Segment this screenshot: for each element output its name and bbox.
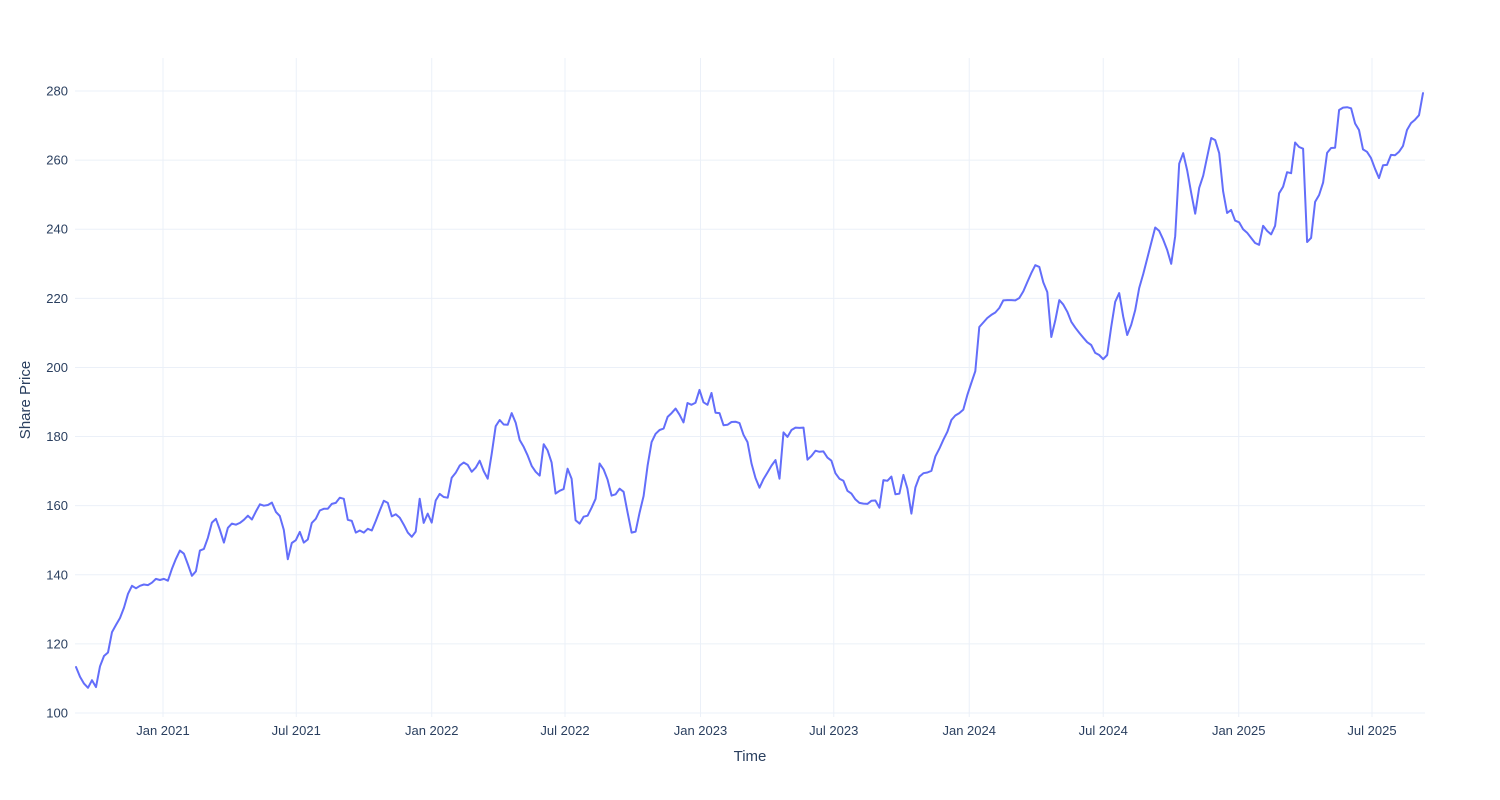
y-tick-label: 200	[46, 360, 68, 375]
y-tick-label: 100	[46, 706, 68, 721]
x-axis-title: Time	[734, 748, 767, 765]
y-tick-label: 220	[46, 291, 68, 306]
x-axis-tick-labels: Jan 2021 Jul 2021 Jan 2022 Jul 2022 Jan 2023…	[136, 723, 1396, 738]
y-tick-label: 140	[46, 567, 68, 582]
gridlines	[75, 58, 1425, 717]
x-tick-label: Jan 2021	[136, 723, 190, 738]
y-tick-label: 240	[46, 222, 68, 237]
x-tick-label: Jan 2025	[1212, 723, 1266, 738]
y-axis-tick-labels: 100 120 140 160 180 200 220 240 260 280	[46, 83, 68, 720]
x-tick-label: Jul 2022	[540, 723, 589, 738]
y-tick-label: 180	[46, 429, 68, 444]
y-tick-label: 280	[46, 83, 68, 98]
y-tick-label: 160	[46, 498, 68, 513]
x-tick-label: Jul 2021	[272, 723, 321, 738]
plot-area[interactable]	[75, 58, 1425, 717]
y-tick-label: 260	[46, 153, 68, 168]
x-tick-label: Jul 2023	[809, 723, 858, 738]
x-tick-label: Jan 2022	[405, 723, 459, 738]
y-tick-label: 120	[46, 636, 68, 651]
x-tick-label: Jul 2025	[1347, 723, 1396, 738]
x-tick-label: Jan 2023	[674, 723, 728, 738]
x-tick-label: Jan 2024	[942, 723, 996, 738]
x-tick-label: Jul 2024	[1079, 723, 1128, 738]
price-line-series[interactable]	[75, 92, 1424, 689]
y-axis-title: Share Price	[17, 361, 34, 439]
